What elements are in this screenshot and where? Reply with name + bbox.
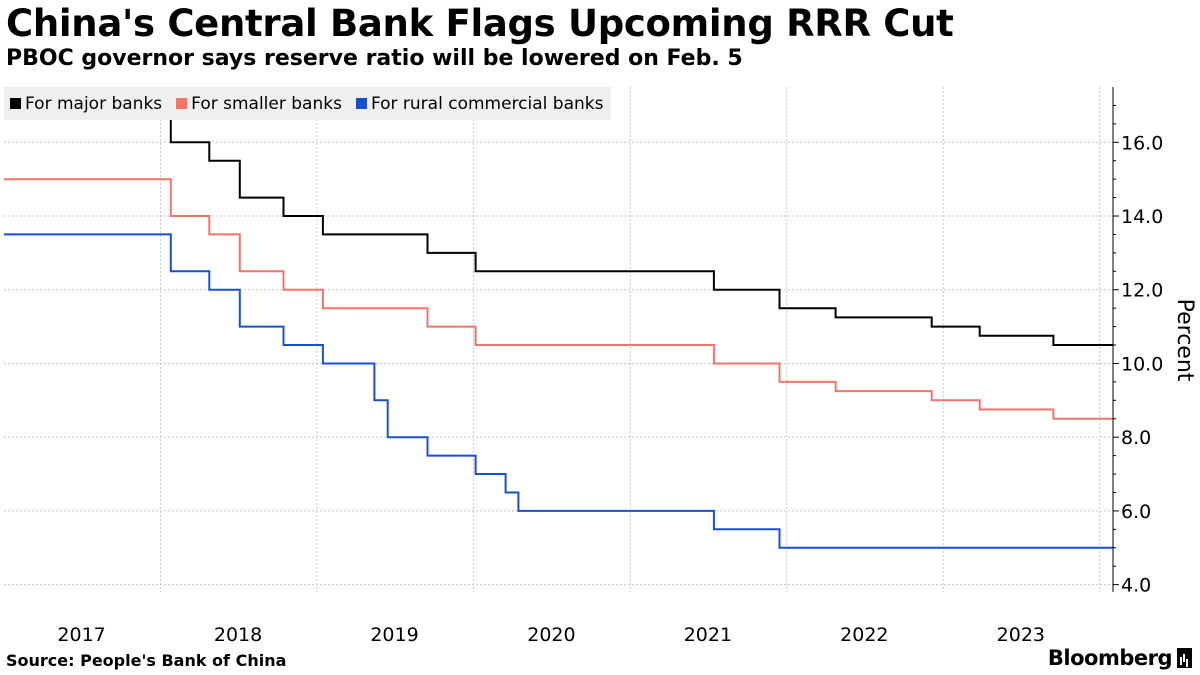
series-line-rural	[4, 233, 1113, 549]
y-tick-label: 14.0	[1121, 206, 1163, 228]
y-tick-label: 16.0	[1121, 132, 1163, 154]
y-tick-label: 12.0	[1121, 280, 1163, 302]
x-tick-label: 2022	[840, 624, 888, 646]
chart-title: China's Central Bank Flags Upcoming RRR …	[6, 2, 954, 45]
x-tick-label: 2023	[997, 624, 1045, 646]
brand-name: Bloomberg	[1047, 646, 1173, 670]
legend-label-major: For major banks	[25, 93, 163, 114]
x-tick-label: 2019	[370, 624, 418, 646]
legend-label-rural: For rural commercial banks	[370, 93, 604, 114]
legend-item-major: For major banks	[10, 94, 162, 114]
legend-swatch-smaller	[176, 98, 188, 109]
chart-legend: For major banks For smaller banks For ru…	[4, 87, 612, 120]
legend-label-smaller: For smaller banks	[191, 93, 342, 114]
y-tick-label: 6.0	[1121, 501, 1151, 523]
legend-swatch-major	[10, 98, 21, 109]
chart-subtitle: PBOC governor says reserve ratio will be…	[6, 46, 743, 71]
brand-logo: Bloomberg	[1048, 646, 1192, 670]
x-tick-label: 2017	[57, 624, 105, 646]
y-tick-label: 10.0	[1121, 353, 1163, 375]
x-tick-label: 2020	[527, 624, 575, 646]
y-tick-label: 4.0	[1121, 575, 1151, 597]
series-line-smaller	[4, 178, 1113, 420]
legend-swatch-rural	[355, 98, 367, 109]
bloomberg-chart-icon	[1177, 648, 1192, 668]
y-tick-label: 8.0	[1121, 427, 1151, 449]
legend-item-smaller: For smaller banks	[176, 94, 342, 114]
x-tick-label: 2021	[684, 624, 732, 646]
x-tick-label: 2018	[214, 624, 262, 646]
source-note: Source: People's Bank of China	[6, 651, 287, 670]
series-line-major	[4, 104, 1113, 346]
legend-item-rural: For rural commercial banks	[355, 93, 604, 114]
y-axis-title: Percent	[1172, 299, 1197, 382]
